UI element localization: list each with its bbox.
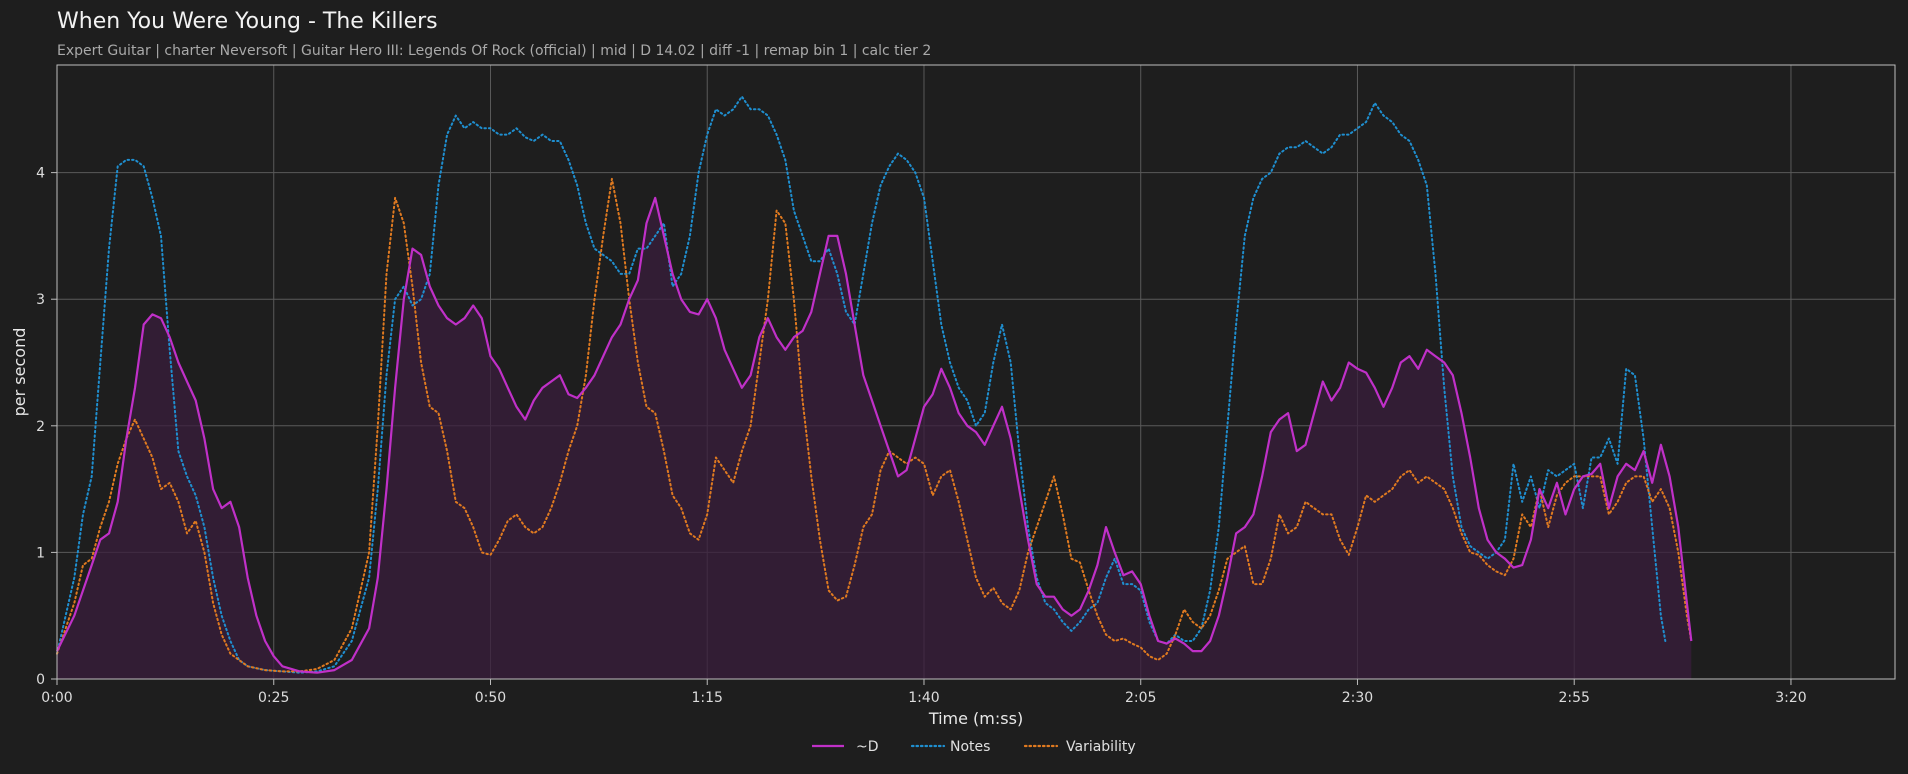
y-tick-label: 4	[36, 166, 45, 182]
y-tick-label: 0	[36, 672, 45, 688]
x-tick-label: 2:30	[1342, 690, 1373, 706]
series-line-0	[56, 196, 1693, 674]
series-line-1	[56, 95, 1667, 674]
plot-frame	[56, 64, 1896, 680]
y-tick-label: 1	[36, 545, 45, 561]
legend-label-1: Notes	[950, 739, 990, 755]
y-axis-ticks: 0 1 2 3 4	[36, 166, 57, 688]
x-tick-label: 1:15	[692, 690, 723, 706]
chart-subtitle: Expert Guitar | charter Neversoft | Guit…	[57, 43, 931, 59]
y-tick-label: 2	[36, 419, 45, 435]
x-tick-label: 2:05	[1125, 690, 1156, 706]
x-tick-label: 1:40	[908, 690, 939, 706]
legend-label-2: Variability	[1066, 739, 1136, 755]
x-axis-label: Time (m:ss)	[928, 709, 1023, 728]
series-line-2	[56, 177, 1693, 673]
chart-title: When You Were Young - The Killers	[57, 9, 438, 34]
plot-series	[56, 95, 1693, 679]
y-tick-label: 3	[36, 292, 45, 308]
x-tick-label: 0:50	[475, 690, 506, 706]
chart-legend: ~D Notes Variability	[812, 739, 1136, 755]
legend-label-0: ~D	[856, 739, 879, 755]
x-tick-label: 3:20	[1775, 690, 1806, 706]
y-axis-label: per second	[10, 328, 29, 417]
x-axis-ticks: 0:00 0:25 0:50 1:15 1:40 2:05 2:30 2:55 3:20	[41, 679, 1807, 706]
x-tick-label: 0:25	[258, 690, 289, 706]
x-tick-label: 2:55	[1558, 690, 1589, 706]
x-tick-label: 0:00	[41, 690, 72, 706]
